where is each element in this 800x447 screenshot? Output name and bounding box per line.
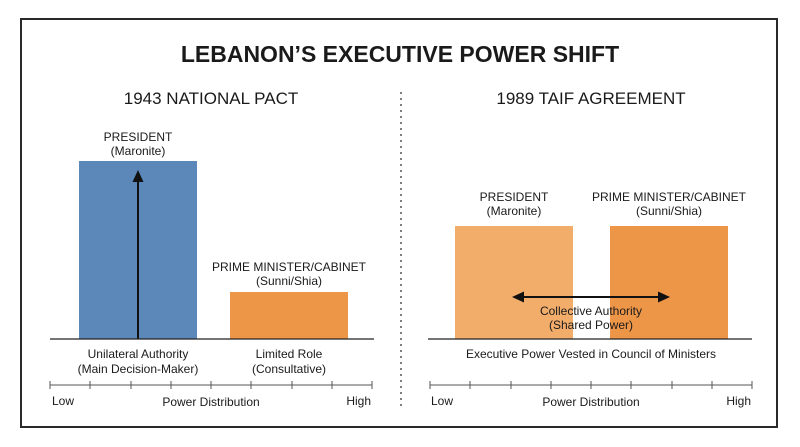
diagram-title: LEBANON’S EXECUTIVE POWER SHIFT <box>181 41 619 67</box>
left-cabinet-label: PRIME MINISTER/CABINET <box>212 260 367 274</box>
left-scale-low: Low <box>52 394 74 408</box>
left-caption-president-line1: Unilateral Authority <box>88 347 189 361</box>
right-shared-line2: (Shared Power) <box>549 318 633 332</box>
left-president-sub: (Maronite) <box>111 144 166 158</box>
right-president-bar <box>455 226 573 339</box>
left-authority-arrow-head <box>132 170 144 182</box>
left-scale-axis <box>49 381 373 389</box>
left-cabinet-sub: (Sunni/Shia) <box>256 274 322 288</box>
right-shared-line1: Collective Authority <box>540 304 642 318</box>
right-scale-axis <box>429 381 753 389</box>
right-scale-label: Power Distribution <box>542 395 639 409</box>
left-caption-president-line2: (Main Decision-Maker) <box>78 362 199 376</box>
right-shared-arrow-head-left <box>512 291 524 303</box>
left-caption-cabinet-line1: Limited Role <box>256 347 323 361</box>
left-president-label: PRESIDENT <box>104 130 173 144</box>
right-heading: 1989 TAIF AGREEMENT <box>496 89 685 108</box>
right-president-label: PRESIDENT <box>480 190 549 204</box>
right-cabinet-label: PRIME MINISTER/CABINET <box>592 190 747 204</box>
right-cabinet-bar <box>610 226 728 339</box>
right-shared-arrow-head-right <box>658 291 670 303</box>
left-caption-cabinet-line2: (Consultative) <box>252 362 326 376</box>
left-scale-high: High <box>346 394 371 408</box>
diagram-frame <box>20 18 778 428</box>
left-scale-label: Power Distribution <box>162 395 259 409</box>
left-heading: 1943 NATIONAL PACT <box>124 89 298 108</box>
right-scale-low: Low <box>431 394 453 408</box>
right-scale-high: High <box>726 394 751 408</box>
left-cabinet-bar <box>230 292 348 339</box>
right-president-sub: (Maronite) <box>487 204 542 218</box>
right-caption: Executive Power Vested in Council of Min… <box>466 347 716 361</box>
right-cabinet-sub: (Sunni/Shia) <box>636 204 702 218</box>
